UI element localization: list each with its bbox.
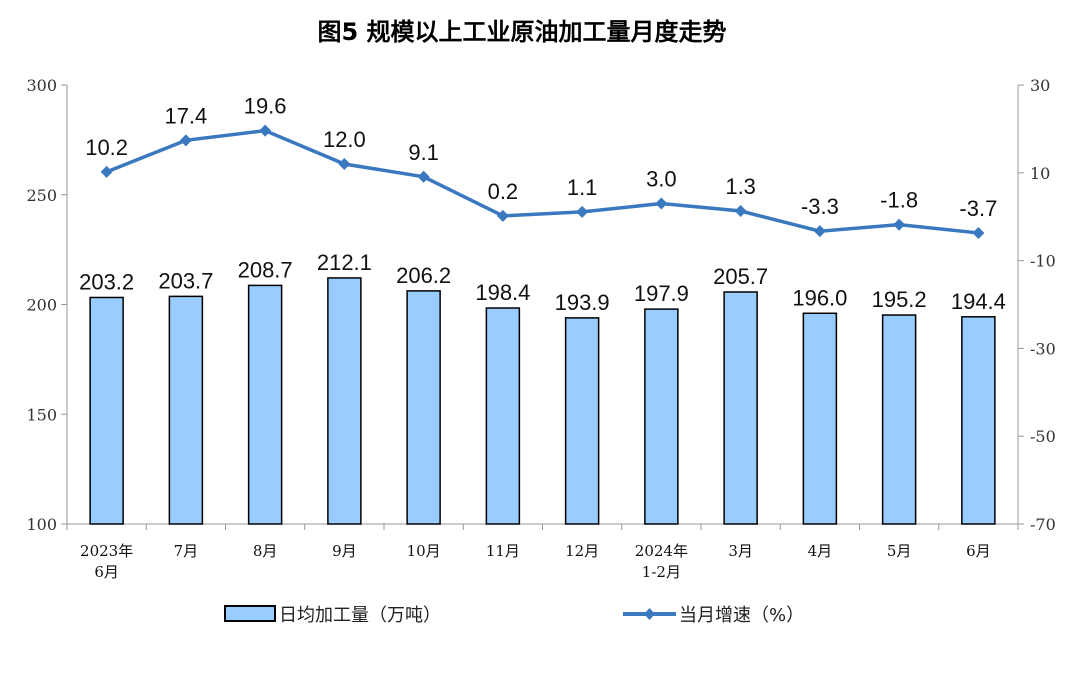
x-axis-tick-label: 4月 — [808, 542, 833, 560]
line-point-marker — [734, 204, 747, 217]
right-axis-tick-label: 10 — [1030, 164, 1050, 183]
line-value-label: 17.4 — [164, 103, 207, 128]
line-value-label: 12.0 — [323, 127, 366, 152]
bar-value-label: 205.7 — [713, 264, 768, 289]
data-labels: 203.2 203.7 208.7 212.1 206.2 198.4 193.9 197.9… — [79, 94, 1006, 315]
bars — [89, 277, 996, 525]
right-axis-tick-label: -50 — [1030, 427, 1056, 446]
line-value-label: -3.3 — [801, 194, 839, 219]
right-axis-tick-label: -10 — [1030, 252, 1056, 271]
bar — [644, 308, 679, 525]
bar — [564, 317, 600, 525]
x-axis-tick-label: 12月 — [565, 542, 599, 560]
x-axis-tick-label: 5月 — [887, 542, 912, 560]
bar — [723, 291, 758, 525]
x-axis-tick-label: 7月 — [174, 542, 199, 560]
bar-value-label: 203.7 — [158, 268, 213, 293]
bar-value-label: 194.4 — [951, 289, 1006, 314]
x-axis-tick-label: 8月 — [253, 542, 278, 560]
bar — [327, 277, 362, 525]
bar — [485, 307, 521, 525]
x-axis-tick-label: 6月 — [94, 563, 119, 581]
legend-bar-label: 日均加工量（万吨） — [279, 605, 441, 626]
line-point-marker — [100, 165, 113, 178]
legend-line-marker — [644, 608, 655, 620]
x-axis-tick-label: 2023年 — [80, 542, 133, 560]
legend-line-label: 当月增速（%） — [679, 605, 804, 626]
bar-value-label: 203.2 — [79, 269, 134, 294]
left-axis-tick-label: 200 — [26, 296, 57, 315]
legend: 日均加工量（万吨） 当月增速（%） — [224, 605, 804, 626]
chart-title: 图5 规模以上工业原油加工量月度走势 — [317, 18, 726, 46]
bar-value-label: 197.9 — [634, 281, 689, 306]
x-axis-tick-label: 2024年 — [635, 542, 688, 560]
legend-bar-swatch — [224, 605, 276, 622]
line-value-label: 19.6 — [244, 94, 287, 119]
left-axis-tick-label: 100 — [26, 515, 57, 534]
bar — [961, 316, 996, 525]
line-value-label: 3.0 — [646, 167, 677, 192]
x-axis-tick-label: 1-2月 — [642, 563, 681, 581]
line-point-marker — [813, 225, 826, 238]
line-value-label: -1.8 — [880, 188, 918, 213]
line-value-label: 0.2 — [488, 179, 519, 204]
line-value-label: 1.1 — [567, 175, 598, 200]
x-axis-tick-label: 6月 — [966, 542, 991, 560]
bar — [89, 296, 124, 525]
line-point-marker — [259, 124, 272, 137]
line-point-marker — [972, 226, 985, 239]
bar — [802, 312, 838, 525]
axes: 100 150 200 250 300 -70 -50 -30 -10 10 30 2023年 6月 7月… — [26, 76, 1055, 581]
right-axis-tick-label: -30 — [1030, 339, 1056, 358]
bar-value-label: 196.0 — [792, 285, 847, 310]
bar-value-label: 193.9 — [555, 290, 610, 315]
x-axis-tick-label: 9月 — [332, 542, 357, 560]
bar-value-label: 208.7 — [238, 257, 293, 282]
line-point-marker — [655, 197, 668, 210]
x-axis-tick-label: 11月 — [486, 542, 520, 560]
bar-value-label: 195.2 — [872, 287, 927, 312]
line-value-label: -3.7 — [959, 196, 997, 221]
left-axis-tick-label: 300 — [26, 76, 57, 95]
left-axis-tick-label: 250 — [26, 186, 57, 205]
right-axis-tick-label: 30 — [1030, 76, 1050, 95]
line-value-label: 9.1 — [408, 140, 439, 165]
line-point-marker — [417, 170, 430, 183]
bar — [406, 290, 441, 525]
bar-value-label: 212.1 — [317, 250, 372, 275]
growth-line — [105, 128, 979, 235]
line-point-marker — [576, 205, 589, 218]
line-value-label: 10.2 — [85, 135, 128, 160]
bar — [168, 295, 204, 525]
x-axis-tick-label: 10月 — [407, 542, 441, 560]
bar-value-label: 198.4 — [475, 280, 530, 305]
line-value-label: 1.3 — [725, 174, 756, 199]
line-point-marker — [179, 134, 192, 147]
line-series — [100, 124, 985, 239]
bar-value-label: 206.2 — [396, 263, 451, 288]
line-point-marker — [338, 158, 351, 171]
bar — [247, 284, 283, 525]
line-point-marker — [893, 218, 906, 231]
x-axis-tick-label: 3月 — [728, 542, 753, 560]
right-axis-tick-label: -70 — [1030, 515, 1056, 534]
line-point-marker — [496, 209, 509, 222]
bar — [881, 314, 917, 525]
left-axis-tick-label: 150 — [26, 405, 57, 424]
